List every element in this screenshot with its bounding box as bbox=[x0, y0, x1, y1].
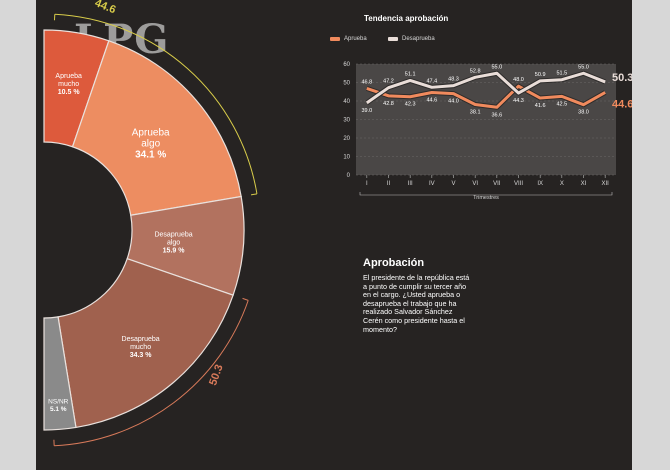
legend-approve-label: Aprueba bbox=[344, 36, 367, 42]
approve-data-label: 44.6 bbox=[426, 97, 437, 103]
x-tick-label: VI bbox=[472, 181, 478, 187]
y-tick-label: 30 bbox=[343, 118, 350, 124]
disapprove-data-label: 52.8 bbox=[470, 68, 481, 74]
donut-slice-value: 10.5 % bbox=[58, 89, 81, 96]
disapprove-data-label: 39.0 bbox=[361, 108, 372, 114]
approve-data-label: 48.0 bbox=[513, 77, 524, 83]
y-tick-label: 0 bbox=[347, 173, 351, 179]
donut-slice-label: NS/NR bbox=[48, 398, 69, 405]
donut-slice-label: Aprueba algo bbox=[132, 127, 170, 149]
x-tick-label: VIII bbox=[514, 181, 523, 187]
approve-data-label: 38.0 bbox=[578, 110, 589, 116]
x-tick-label: I bbox=[366, 181, 368, 187]
trend-chart-title: Tendencia aprobación bbox=[364, 14, 449, 23]
approve-line bbox=[366, 84, 606, 109]
article-body: El presidente de la república está a pun… bbox=[363, 273, 470, 334]
y-tick-label: 40 bbox=[343, 99, 350, 105]
y-tick-label: 20 bbox=[343, 136, 350, 142]
disapprove-end-label: 50.3 bbox=[612, 72, 632, 84]
disapprove-data-label: 55.0 bbox=[491, 64, 502, 70]
donut-slice-label: Desaprueba algo bbox=[154, 232, 192, 247]
x-axis-label: Trimestres bbox=[473, 195, 499, 201]
x-axis-bracket bbox=[359, 192, 613, 196]
approve-data-label: 38.1 bbox=[470, 110, 481, 116]
x-tick-label: IX bbox=[537, 181, 543, 187]
article-text: Aprobación El presidente de la república… bbox=[363, 257, 473, 334]
x-tick-label: IV bbox=[429, 181, 435, 187]
x-tick-label: III bbox=[408, 181, 413, 187]
x-tick-label: VII bbox=[493, 181, 501, 187]
infographic-panel: LPG Aprueba mucho 10.5 % Aprueba algo 34.1 % D… bbox=[36, 0, 632, 470]
donut-slice-value: 15.9 % bbox=[163, 248, 186, 255]
approve-data-label: 41.6 bbox=[535, 103, 546, 109]
y-tick-label: 50 bbox=[343, 81, 350, 87]
legend-approve-swatch bbox=[330, 37, 340, 41]
disapprove-line bbox=[365, 71, 606, 105]
y-tick-label: 60 bbox=[343, 62, 350, 68]
donut-slice-value: 5.1 % bbox=[50, 406, 67, 413]
legend-approve: Aprueba bbox=[330, 34, 367, 44]
donut-slice bbox=[57, 257, 234, 429]
x-tick-label: II bbox=[387, 181, 391, 187]
disapprove-data-label: 55.0 bbox=[578, 64, 589, 70]
donut-slice-value: 34.3 % bbox=[130, 352, 153, 359]
approve-data-label: 36.6 bbox=[491, 112, 502, 118]
donut-slice-value: 34.1 % bbox=[135, 149, 166, 160]
approve-bracket bbox=[54, 13, 258, 194]
disapprove-bracket bbox=[54, 300, 249, 447]
approve-data-label: 42.3 bbox=[405, 102, 416, 108]
donut-slice-label: Desaprueba mucho bbox=[122, 336, 160, 351]
disapprove-data-label: 47.2 bbox=[383, 79, 394, 85]
approve-bracket-tick bbox=[250, 193, 258, 196]
donut-slice bbox=[71, 40, 242, 216]
disapprove-data-label: 51.1 bbox=[405, 71, 416, 77]
x-tick-label: X bbox=[560, 181, 564, 187]
y-tick-label: 10 bbox=[343, 155, 350, 161]
donut-slice-label: Aprueba mucho bbox=[55, 73, 82, 88]
disapprove-data-label: 48.3 bbox=[448, 77, 459, 83]
disapprove-data-label: 51.5 bbox=[556, 71, 567, 77]
donut-slice bbox=[43, 316, 77, 431]
disapprove-data-label: 47.4 bbox=[426, 78, 437, 84]
x-tick-label: V bbox=[451, 181, 455, 187]
x-tick-label: XI bbox=[581, 181, 587, 187]
approve-end-label: 44.6 bbox=[612, 98, 632, 110]
approve-data-label: 46.8 bbox=[361, 79, 372, 85]
article-heading: Aprobación bbox=[363, 257, 425, 269]
legend-disapprove-swatch bbox=[388, 37, 398, 41]
approve-data-label: 42.5 bbox=[556, 101, 567, 107]
x-tick-label: XII bbox=[601, 181, 609, 187]
approve-data-label: 44.0 bbox=[448, 99, 459, 105]
disapprove-data-label: 50.9 bbox=[535, 72, 546, 78]
disapprove-data-label: 44.3 bbox=[513, 98, 524, 104]
legend-disapprove: Desaprueba bbox=[388, 34, 435, 44]
disapprove-bracket-tick bbox=[242, 297, 249, 301]
legend-disapprove-label: Desaprueba bbox=[402, 36, 435, 42]
approve-data-label: 42.8 bbox=[383, 101, 394, 107]
